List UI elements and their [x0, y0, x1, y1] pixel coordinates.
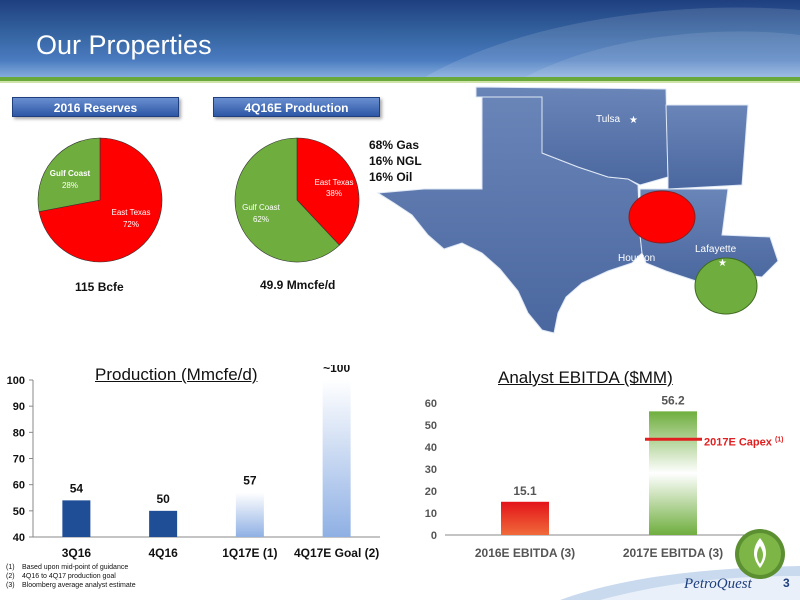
ebitda-y-tick-label: 50 [425, 420, 437, 432]
ebitda-bar [501, 501, 549, 535]
map-city-lafayette-label: Lafayette [695, 244, 737, 255]
map-city-houston-star-icon: ★ [638, 267, 647, 278]
production-chart-title: Production (Mmcfe/d) [95, 365, 258, 384]
production-mix-pie-chart: East Texas 38% Gulf Coast 62% [234, 137, 360, 263]
production-bar [235, 492, 264, 537]
map-marker-gulf-coast [694, 257, 758, 315]
ebitda-data-label: 56.2 [661, 393, 685, 407]
reserves-slice-east-texas [38, 137, 163, 263]
header-divider [0, 77, 800, 81]
reserves-slice-gulf-coast [37, 137, 101, 212]
ebitda-category-label: 2017E EBITDA (3) [623, 546, 723, 560]
ebitda-category-label: 2016E EBITDA (3) [475, 546, 575, 560]
ebitda-bar-chart: 0 10 20 30 40 50 60 15.1 2016E EBITDA (3) 56.2 201… [425, 393, 784, 560]
production-data-label: 57 [243, 474, 257, 488]
brand-wordmark: PetroQuest [684, 576, 752, 592]
commodity-mix-oil: 16% Oil [369, 170, 413, 184]
footnote-2: (2) 4Q16 to 4Q17 production goal [6, 573, 116, 580]
footnote-3: (3) Bloomberg average analyst estimate [6, 582, 136, 589]
footnote-1: (1) Based upon mid-point of guidance [6, 564, 129, 571]
reserves-label-east-texas-pct: 72% [123, 220, 139, 229]
footnotes: (1) Based upon mid-point of guidance (2) 4… [6, 563, 136, 590]
reserves-caption: 115 Bcfe [75, 280, 124, 294]
production-y-tick-label: 40 [13, 532, 25, 544]
petroquest-logo-icon [735, 529, 785, 579]
production-data-label: 54 [70, 481, 84, 495]
production-label-east-texas-name: East Texas [315, 178, 354, 187]
ebitda-y-tick-label: 20 [425, 486, 437, 498]
ebitda-y-tick-label: 40 [425, 442, 437, 454]
map-city-tulsa-star-icon: ★ [629, 115, 638, 126]
ebitda-y-tick-label: 0 [431, 530, 437, 542]
production-y-tick-label: 90 [13, 401, 25, 413]
ebitda-data-label: 15.1 [513, 484, 537, 498]
ebitda-y-tick-label: 60 [425, 398, 437, 410]
production-label-gulf-coast-pct: 62% [253, 215, 269, 224]
production-mix-label: 4Q16E Production [213, 97, 380, 117]
map-city-lafayette-star-icon: ★ [718, 258, 727, 269]
reserves-label-gulf-coast-name: Gulf Coast [50, 169, 91, 178]
reserves-label-gulf-coast-pct: 28% [62, 181, 78, 190]
commodity-mix-ngl: 16% NGL [369, 154, 422, 168]
ebitda-y-tick-label: 10 [425, 508, 437, 520]
ebitda-bar [649, 411, 697, 535]
production-bar-chart: 40 50 60 70 80 90 100 54 3Q16 50 4Q16 57 1Q17E (1) ~1… [7, 365, 380, 560]
reserves-label-east-texas-name: East Texas [112, 208, 151, 217]
production-data-label: ~100 [323, 365, 350, 375]
map-marker-east-texas [628, 190, 696, 244]
ebitda-chart-title: Analyst EBITDA ($MM) [498, 368, 673, 387]
map-state-arkansas [665, 104, 749, 190]
slide-number: 3 [783, 576, 790, 590]
production-y-tick-label: 50 [13, 506, 25, 518]
page-title: Our Properties [36, 30, 212, 60]
reserves-label: 2016 Reserves [12, 97, 179, 117]
ebitda-y-tick-label: 30 [425, 464, 437, 476]
operations-map: Tulsa ★ Houston ★ Lafayette ★ [376, 86, 779, 334]
production-category-label: 3Q16 [62, 546, 92, 560]
reserves-pie-chart: Gulf Coast 28% East Texas 72% [37, 137, 163, 263]
header-divider-light [0, 81, 800, 83]
production-category-label: 4Q17E Goal (2) [294, 546, 379, 560]
production-y-tick-label: 80 [13, 427, 25, 439]
production-slice-east-texas [296, 137, 360, 246]
commodity-mix-gas: 68% Gas [369, 138, 420, 152]
header-banner: Our Properties [0, 0, 800, 80]
production-bar [149, 510, 178, 537]
production-label-gulf-coast-name: Gulf Coast [242, 203, 281, 212]
production-data-label: 50 [156, 492, 170, 506]
production-mix-caption: 49.9 Mmcfe/d [260, 278, 336, 292]
map-city-tulsa-label: Tulsa [596, 114, 621, 125]
production-category-label: 1Q17E (1) [222, 546, 277, 560]
production-category-label: 4Q16 [148, 546, 178, 560]
production-y-tick-label: 60 [13, 480, 25, 492]
footer-band [560, 566, 800, 600]
production-y-tick-label: 100 [7, 375, 25, 387]
production-bar [62, 500, 91, 537]
production-y-tick-label: 70 [13, 454, 25, 466]
production-label-east-texas-pct: 38% [326, 189, 342, 198]
production-slice-gulf-coast [234, 137, 340, 263]
ebitda-capex-label: 2017E Capex (1) [704, 436, 784, 448]
header-swoosh-decoration [420, 7, 800, 80]
map-city-houston-label: Houston [618, 253, 655, 264]
production-bar [322, 380, 351, 537]
